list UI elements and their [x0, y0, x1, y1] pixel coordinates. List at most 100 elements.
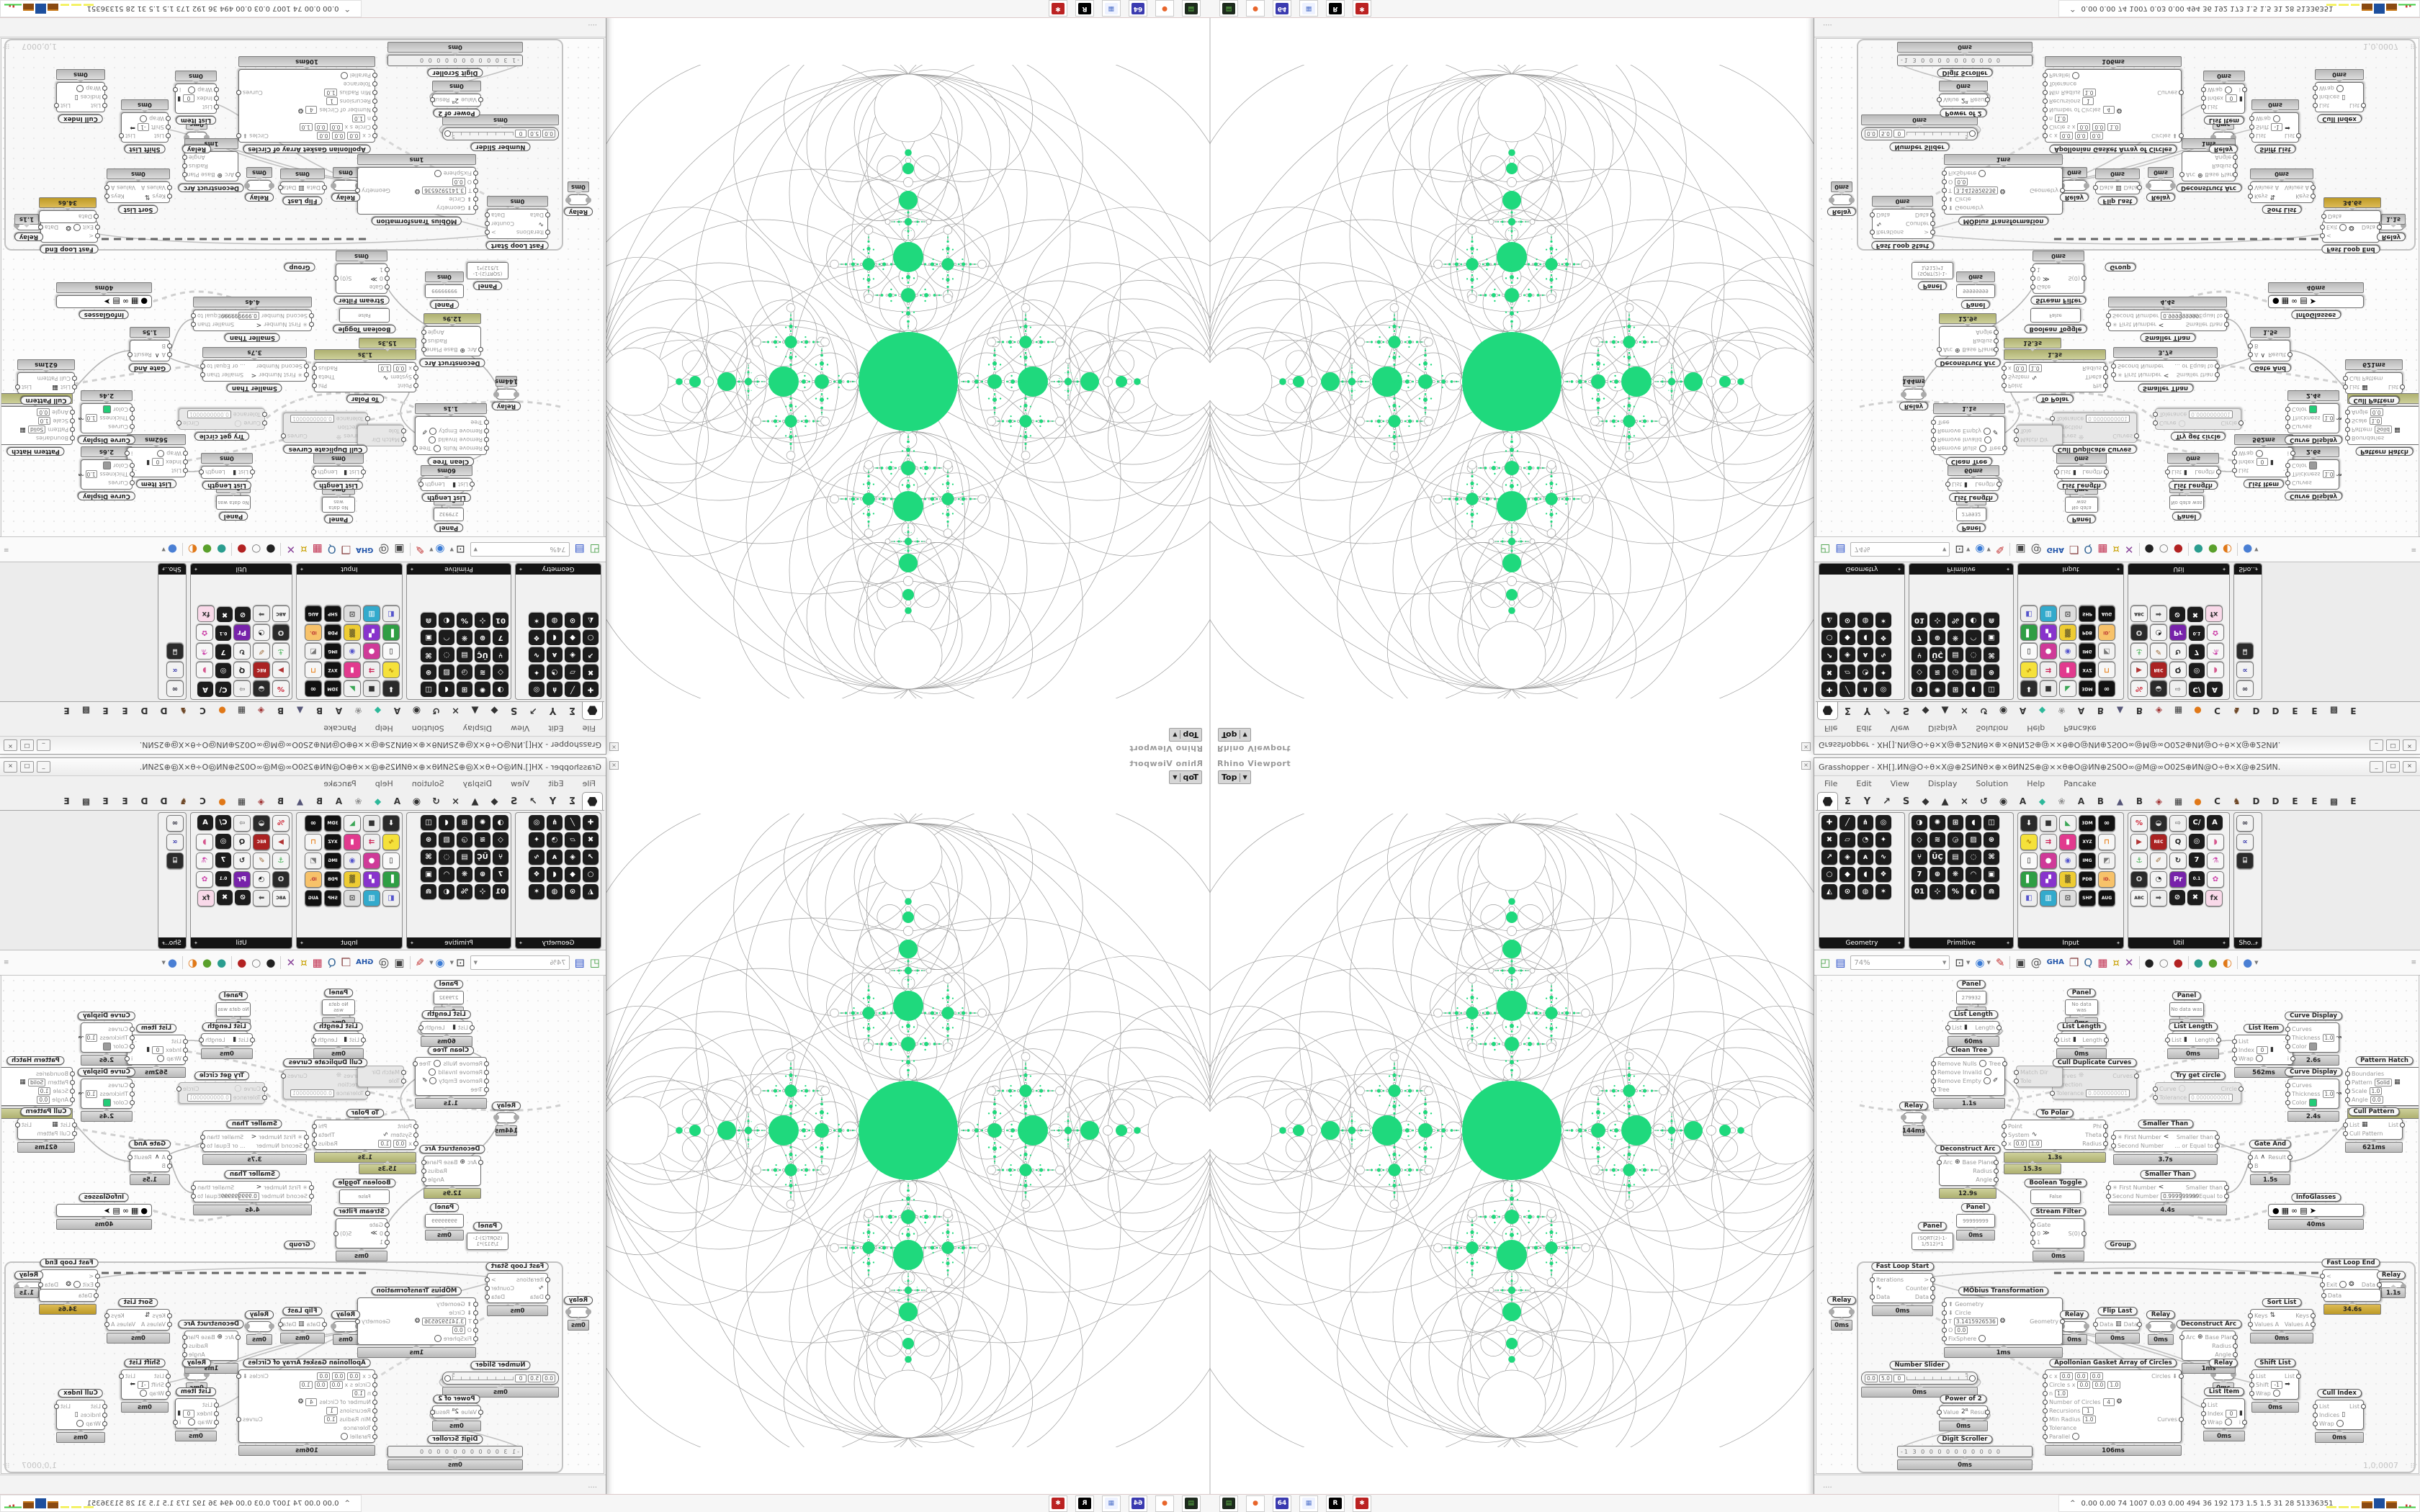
- gear-app-icon[interactable]: ✱: [1353, 0, 1371, 17]
- component-icon[interactable]: ❋: [1948, 867, 1963, 882]
- menu-display[interactable]: Display: [1927, 724, 1958, 733]
- component-icon[interactable]: ◭: [583, 884, 599, 899]
- menu-solution[interactable]: Solution: [411, 779, 444, 788]
- component-icon[interactable]: ◉: [2059, 643, 2076, 660]
- component-icon[interactable]: ▨: [439, 665, 454, 680]
- component-icon[interactable]: fx: [197, 606, 215, 622]
- component-icon[interactable]: ⊘: [235, 607, 251, 622]
- tab-plugin-6[interactable]: B: [277, 796, 284, 806]
- component-icon[interactable]: ÜÇ: [475, 850, 490, 865]
- tab-plugin-3[interactable]: A: [2077, 706, 2085, 716]
- component-icon[interactable]: ◣: [2059, 815, 2076, 832]
- component-icon[interactable]: ▯: [382, 852, 400, 869]
- component-icon[interactable]: C/: [215, 682, 231, 697]
- remote-window-icon[interactable]: ❐: [2069, 543, 2079, 557]
- remote-window-icon[interactable]: ❐: [341, 955, 351, 969]
- component-icon[interactable]: C/: [2189, 682, 2205, 697]
- component-icon[interactable]: ╱: [1839, 815, 1855, 830]
- find-icon[interactable]: Q: [2084, 955, 2093, 969]
- component-icon[interactable]: ●: [2040, 643, 2057, 660]
- component-icon[interactable]: ⊙: [565, 613, 581, 628]
- tab-category-1[interactable]: Σ: [1845, 705, 1851, 716]
- gha-icon[interactable]: GHA: [356, 958, 374, 966]
- pin-teal-icon[interactable]: ●: [2193, 955, 2203, 969]
- gh-node-gate-and[interactable]: Gate And A ∧ Result B 1.5s: [127, 1140, 172, 1185]
- component-icon[interactable]: ⚗: [2207, 643, 2224, 660]
- component-icon[interactable]: ⊛: [421, 832, 436, 847]
- gh-node-relay[interactable]: Relay 0ms: [1827, 181, 1857, 216]
- close-icon[interactable]: ×: [609, 761, 619, 770]
- publish-icon[interactable]: @: [2030, 955, 2042, 969]
- component-icon[interactable]: ❖: [529, 867, 544, 882]
- component-icon[interactable]: ╱: [565, 682, 581, 697]
- component-icon[interactable]: 7: [2189, 644, 2205, 660]
- tab-plugin-5[interactable]: ▲: [296, 706, 304, 716]
- tab-plugin-11[interactable]: ♞: [179, 796, 187, 806]
- component-icon[interactable]: ⊙: [1839, 613, 1855, 628]
- gh-node-group[interactable]: Group: [2105, 1241, 2136, 1252]
- tab-plugin-8[interactable]: ▦: [2174, 706, 2183, 716]
- pin-green-icon[interactable]: ●: [2208, 543, 2218, 557]
- tab-plugin-6[interactable]: B: [2136, 706, 2143, 716]
- open-file-icon[interactable]: ◰: [1820, 955, 1831, 969]
- tab-plugin-1[interactable]: ◆: [2038, 706, 2046, 716]
- component-icon[interactable]: ✖: [2187, 890, 2203, 905]
- gha-icon[interactable]: GHA: [2046, 958, 2064, 966]
- component-icon[interactable]: ➡: [253, 890, 270, 906]
- component-icon[interactable]: ╱: [565, 815, 581, 830]
- tab-category-5[interactable]: ◆: [1922, 796, 1930, 807]
- menu-pancake[interactable]: Pancake: [323, 779, 357, 788]
- save-file-icon[interactable]: ▤: [574, 543, 585, 557]
- zoom-extents-icon[interactable]: ⊡: [1955, 543, 1964, 557]
- component-icon[interactable]: ✖: [2187, 607, 2203, 622]
- component-icon[interactable]: REC: [2150, 834, 2167, 850]
- cross-wires-icon[interactable]: ✕: [286, 955, 296, 969]
- component-icon[interactable]: ╱: [1839, 682, 1855, 697]
- gh-node-group[interactable]: Group: [2105, 260, 2136, 271]
- tab-plugin-16[interactable]: ▩: [81, 706, 91, 716]
- component-icon[interactable]: ●: [363, 852, 380, 869]
- disc-white-icon[interactable]: ○: [2159, 543, 2169, 557]
- apollonian-fractal-drawing[interactable]: [591, 65, 1210, 698]
- component-icon[interactable]: ➡: [253, 606, 270, 622]
- component-icon[interactable]: ▥: [2040, 606, 2057, 622]
- floppy64-app-icon[interactable]: 64: [1273, 1495, 1291, 1512]
- tab-plugin-0[interactable]: A: [2019, 706, 2027, 716]
- gh-node-power-of-2[interactable]: Power of 2 Value 2ᴿ Result 0ms: [430, 81, 483, 117]
- component-icon[interactable]: ❖: [1876, 630, 1891, 645]
- component-icon[interactable]: fx: [197, 890, 215, 906]
- gh-node-badge[interactable]: Data 34.6s: [2321, 197, 2381, 223]
- component-icon[interactable]: ◆: [1839, 867, 1855, 882]
- component-icon[interactable]: ◗: [196, 662, 213, 678]
- component-icon[interactable]: 0.1: [215, 871, 231, 886]
- panel-label[interactable]: Util: [2128, 937, 2229, 948]
- component-icon[interactable]: ✖: [1821, 665, 1837, 680]
- component-icon[interactable]: ▮: [344, 662, 361, 678]
- gh-node-infoglasses[interactable]: InfoGlasses ● ▦ ∞ ▤ ➤ 40ms: [56, 282, 152, 319]
- tab-category-6[interactable]: ▲: [1941, 796, 1949, 807]
- component-icon[interactable]: ABC: [272, 606, 290, 622]
- component-icon[interactable]: ▤: [1948, 850, 1963, 865]
- gh-node-list-item[interactable]: List Item List -1 Index 0 ▮ Wrap i 562ms: [125, 434, 188, 488]
- component-icon[interactable]: ◐: [439, 884, 454, 899]
- tab-plugin-9[interactable]: ●: [2194, 706, 2202, 716]
- component-icon[interactable]: ⌘: [421, 647, 436, 662]
- component-icon[interactable]: ABC: [2130, 606, 2148, 622]
- component-icon[interactable]: ⊞: [1948, 815, 1963, 830]
- gh-node-badge[interactable]: Match Dir Tole: [2014, 1066, 2063, 1087]
- tab-category-9[interactable]: ◉: [1999, 796, 2008, 807]
- zoom-level-box[interactable]: 74% ▼: [470, 955, 570, 970]
- component-icon[interactable]: ∿: [1876, 850, 1891, 865]
- component-icon[interactable]: ᴀ: [547, 647, 563, 662]
- gh-node-panel[interactable]: Panel (SQRT(2)-1-1/512)*1: [1912, 262, 1953, 290]
- component-icon[interactable]: ↗: [1821, 850, 1837, 865]
- component-icon[interactable]: ◧: [2020, 606, 2038, 622]
- component-icon[interactable]: ID.: [305, 871, 322, 888]
- component-icon[interactable]: ▱: [1839, 665, 1855, 680]
- gh-node-cull-index[interactable]: Cull Index List List Indices ▯ Wrap 0ms: [54, 69, 107, 123]
- grasshopper-titlebar[interactable]: Grasshopper - XH[].ИN@O÷θ×Χ@⊕2SИNθ×⊕×θИN…: [0, 758, 606, 776]
- component-icon[interactable]: ✿: [2207, 624, 2224, 641]
- tab-category-7[interactable]: ×: [452, 705, 460, 716]
- component-icon[interactable]: ◎: [2189, 834, 2205, 849]
